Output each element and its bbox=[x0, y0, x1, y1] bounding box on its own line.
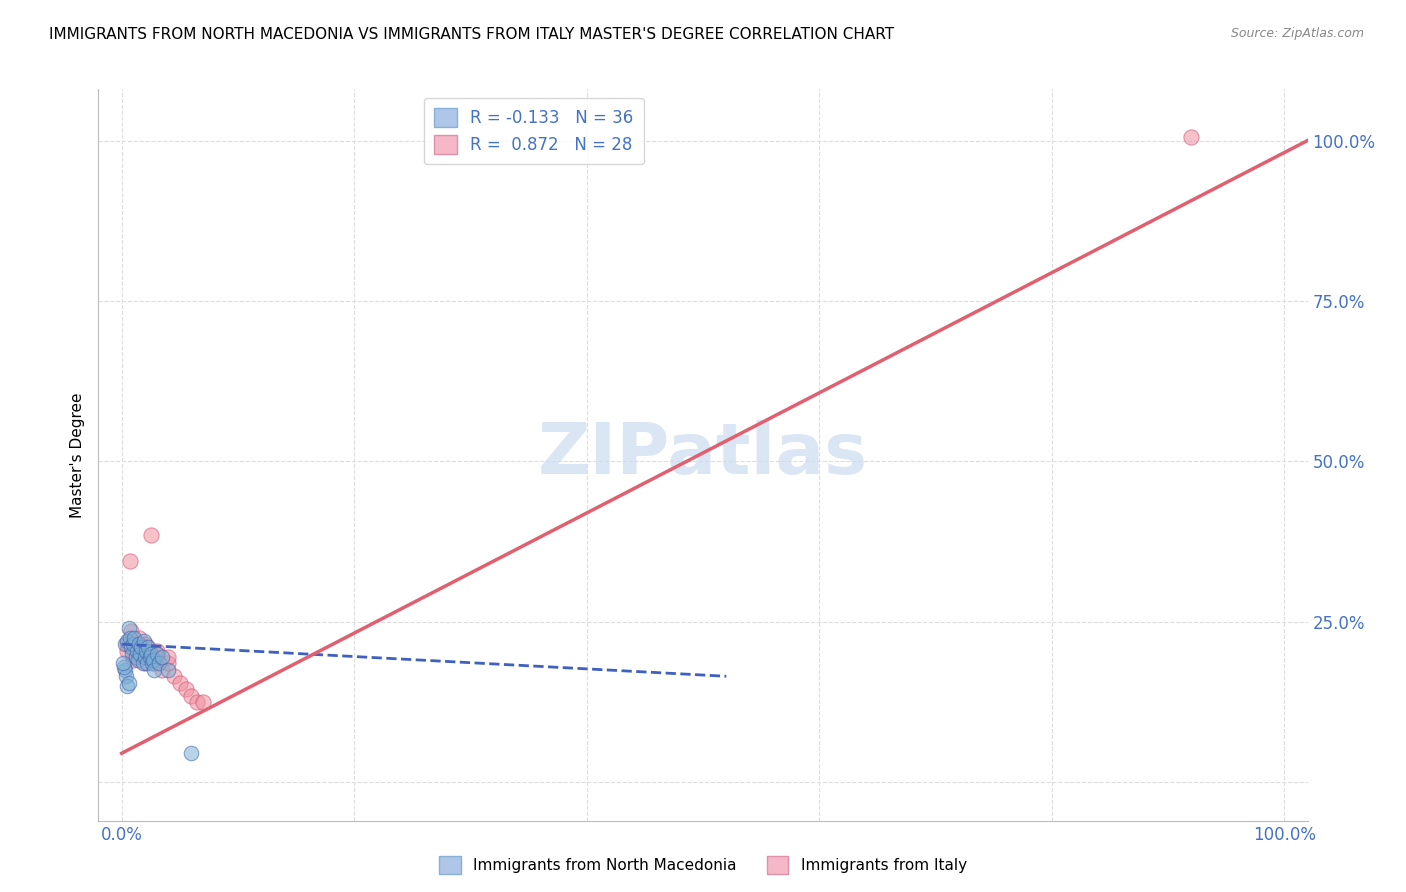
Point bbox=[128, 631, 150, 645]
Point bbox=[131, 640, 153, 655]
Point bbox=[124, 650, 146, 665]
Point bbox=[143, 663, 166, 677]
Point bbox=[180, 746, 202, 760]
Point bbox=[132, 634, 155, 648]
Point bbox=[131, 657, 153, 671]
Point bbox=[118, 621, 141, 635]
Point bbox=[150, 650, 173, 665]
Point bbox=[120, 640, 142, 655]
Point bbox=[115, 669, 138, 683]
Point bbox=[1180, 130, 1202, 145]
Point bbox=[180, 689, 202, 703]
Point bbox=[150, 663, 173, 677]
Point bbox=[128, 637, 150, 651]
Point bbox=[120, 640, 142, 655]
Point bbox=[114, 637, 136, 651]
Point bbox=[145, 647, 167, 661]
Point bbox=[127, 653, 149, 667]
Text: ZIPatlas: ZIPatlas bbox=[538, 420, 868, 490]
Point bbox=[145, 643, 167, 657]
Point bbox=[129, 647, 152, 661]
Point bbox=[174, 682, 197, 697]
Point bbox=[145, 647, 167, 661]
Point bbox=[142, 653, 165, 667]
Point bbox=[128, 637, 150, 651]
Legend: Immigrants from North Macedonia, Immigrants from Italy: Immigrants from North Macedonia, Immigra… bbox=[433, 850, 973, 880]
Point bbox=[163, 669, 186, 683]
Point bbox=[157, 650, 180, 665]
Point bbox=[191, 695, 214, 709]
Point bbox=[125, 643, 148, 657]
Text: IMMIGRANTS FROM NORTH MACEDONIA VS IMMIGRANTS FROM ITALY MASTER'S DEGREE CORRELA: IMMIGRANTS FROM NORTH MACEDONIA VS IMMIG… bbox=[49, 27, 894, 42]
Point bbox=[148, 657, 170, 671]
Point bbox=[117, 637, 139, 651]
Point bbox=[141, 657, 163, 671]
Point bbox=[139, 528, 162, 542]
Point bbox=[131, 643, 153, 657]
Legend: R = -0.133   N = 36, R =  0.872   N = 28: R = -0.133 N = 36, R = 0.872 N = 28 bbox=[423, 97, 644, 164]
Point bbox=[134, 650, 156, 665]
Point bbox=[112, 659, 135, 673]
Y-axis label: Master's Degree: Master's Degree bbox=[69, 392, 84, 517]
Point bbox=[143, 657, 166, 671]
Point bbox=[117, 634, 139, 648]
Point bbox=[134, 637, 156, 651]
Point bbox=[118, 631, 141, 645]
Point bbox=[134, 657, 156, 671]
Point bbox=[157, 663, 180, 677]
Point bbox=[135, 643, 157, 657]
Point bbox=[124, 631, 146, 645]
Point bbox=[139, 650, 162, 665]
Point bbox=[138, 640, 160, 655]
Point bbox=[114, 663, 136, 677]
Point bbox=[117, 679, 139, 693]
Point bbox=[157, 657, 180, 671]
Point bbox=[138, 650, 160, 665]
Point bbox=[121, 647, 143, 661]
Point bbox=[122, 637, 145, 651]
Point bbox=[186, 695, 208, 709]
Point bbox=[169, 675, 191, 690]
Point bbox=[120, 624, 142, 639]
Text: Source: ZipAtlas.com: Source: ZipAtlas.com bbox=[1230, 27, 1364, 40]
Point bbox=[111, 657, 134, 671]
Point bbox=[118, 554, 141, 568]
Point bbox=[122, 653, 145, 667]
Point bbox=[124, 650, 146, 665]
Point bbox=[118, 675, 141, 690]
Point bbox=[136, 657, 159, 671]
Point bbox=[117, 643, 139, 657]
Point bbox=[136, 640, 159, 655]
Point bbox=[139, 647, 162, 661]
